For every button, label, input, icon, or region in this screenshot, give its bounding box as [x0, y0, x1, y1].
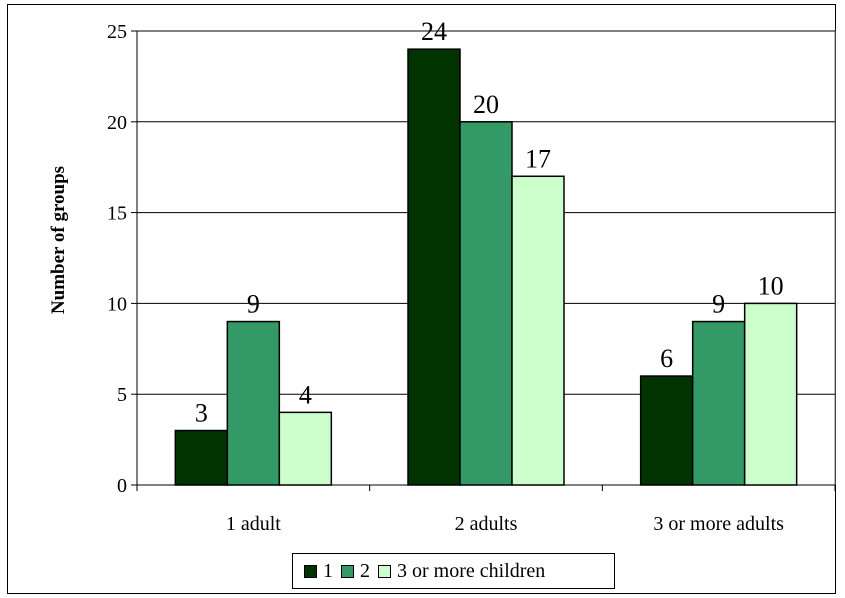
legend-swatch: [341, 564, 354, 578]
bar-2-1: [407, 48, 461, 486]
legend-item: 3 or more children: [378, 560, 545, 583]
data-label: 3: [195, 399, 208, 428]
y-tick-label: 0: [117, 475, 127, 497]
data-label: 9: [712, 290, 725, 319]
data-label: 6: [660, 344, 673, 373]
data-label: 4: [299, 380, 312, 409]
legend-item: 2: [341, 560, 370, 583]
y-tick-label: 15: [107, 203, 127, 225]
legend-item: 1: [304, 560, 333, 583]
legend: 1 2 3 or more children: [292, 553, 615, 589]
legend-label: 2: [360, 559, 370, 582]
bar-1-2: [226, 320, 281, 486]
y-tick-label: 20: [107, 112, 127, 134]
y-tick-label: 10: [107, 293, 127, 315]
data-label: 9: [247, 290, 260, 319]
x-tick-label: 3 or more adults: [653, 513, 784, 535]
y-tick-label: 5: [117, 384, 127, 406]
legend-label: 1: [323, 559, 333, 582]
data-label: 10: [758, 271, 784, 300]
data-labels: 3 9 4 24 20 17 6 9 10: [195, 17, 784, 427]
bar-2-3: [511, 175, 565, 486]
data-label: 20: [473, 90, 499, 119]
bar-2-2: [459, 121, 513, 486]
axes: 0 5 10 15 20 25 1 adult 2 adults 3 or more adult…: [107, 21, 836, 535]
y-axis-title: Number of groups: [48, 166, 69, 314]
legend-swatch: [304, 564, 317, 578]
bar-3-1: [639, 375, 694, 486]
legend-swatch: [378, 564, 391, 578]
y-tick-label: 25: [107, 21, 127, 43]
legend-label: 3 or more children: [397, 559, 546, 582]
bar-1-1: [174, 429, 229, 486]
data-label: 24: [421, 17, 447, 46]
bar-3-2: [691, 320, 746, 486]
x-tick-label: 2 adults: [455, 513, 518, 535]
data-label: 17: [525, 144, 551, 173]
x-tick-label: 1 adult: [226, 513, 281, 535]
bar-3-3: [743, 302, 798, 486]
bar-1-3: [278, 411, 333, 486]
bars: [174, 48, 798, 486]
